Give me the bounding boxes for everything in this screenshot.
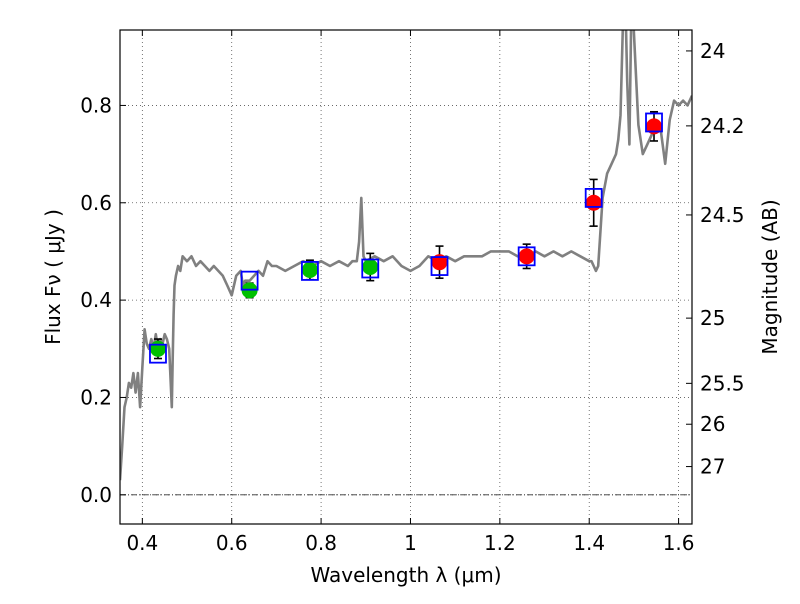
y-tick-label: 0.8 — [80, 93, 112, 117]
y-tick-label: 0.6 — [80, 191, 112, 215]
x-tick-label: 0.8 — [305, 531, 337, 555]
y2-tick-label: 24.5 — [700, 203, 745, 227]
blue-square-point — [517, 246, 536, 267]
ticks: 0.4 0.6 0.8 1 1.2 1.4 1.6 0.0 0.2 0.4 0.6 0.8 24 24.2… — [80, 30, 745, 555]
x-tick-label: 0.4 — [126, 531, 158, 555]
red-data-point — [431, 254, 448, 271]
x-axis-label: Wavelength λ (μm) — [310, 563, 501, 587]
blue-square-point — [361, 258, 380, 279]
y-axis-label: Flux Fν ( μJy ) — [41, 209, 65, 345]
blue-square-point — [301, 261, 319, 281]
blue-square-point — [240, 270, 259, 291]
red-data-point — [585, 194, 602, 211]
y2-tick-label: 24.2 — [700, 114, 745, 138]
y-tick-label: 0.0 — [80, 483, 112, 507]
x-tick-label: 1.4 — [573, 531, 605, 555]
x-tick-label: 1 — [404, 531, 417, 555]
green-data-point — [362, 259, 379, 276]
green-data-point — [301, 261, 318, 278]
grid — [120, 30, 692, 524]
green-data-point — [149, 340, 166, 357]
y2-tick-label: 25 — [700, 306, 725, 330]
model-spectrum-line — [120, 30, 692, 481]
blue-square-point — [645, 112, 663, 133]
y2-axis-label: Magnitude (AB) — [758, 199, 782, 354]
y2-tick-label: 24 — [700, 39, 725, 63]
y-tick-label: 0.4 — [80, 288, 112, 312]
x-tick-label: 1.2 — [484, 531, 516, 555]
x-tick-label: 0.6 — [216, 531, 248, 555]
plot-frame — [119, 29, 693, 525]
blue-square-point — [430, 256, 449, 276]
y-tick-label: 0.2 — [80, 385, 112, 409]
x-tick-label: 1.6 — [663, 531, 695, 555]
blue-square-point — [584, 188, 603, 208]
y2-tick-label: 27 — [700, 455, 725, 479]
blue-square-point — [149, 343, 167, 364]
plot-area — [120, 30, 692, 496]
y2-tick-label: 26 — [700, 412, 725, 436]
red-data-point — [646, 118, 663, 135]
y2-tick-label: 25.5 — [700, 371, 745, 395]
red-data-point — [518, 248, 535, 265]
